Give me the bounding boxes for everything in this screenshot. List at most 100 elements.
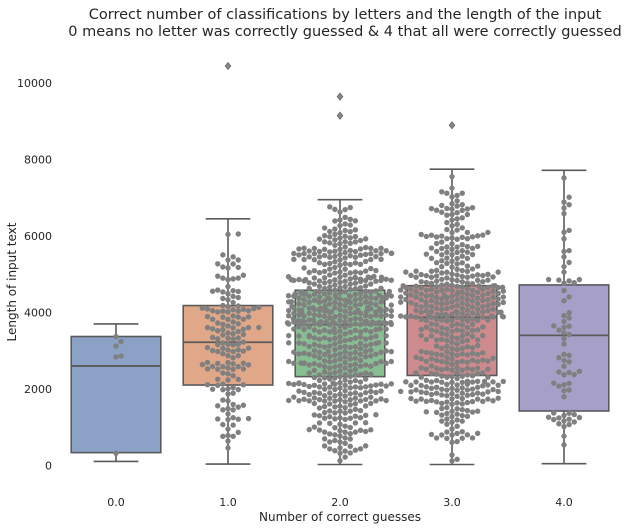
swarm-point: [316, 236, 323, 242]
swarm-point: [311, 389, 318, 396]
swarm-point: [474, 277, 481, 284]
swarm-point: [220, 381, 226, 387]
swarm-point: [556, 421, 562, 427]
swarm-point: [337, 333, 343, 340]
swarm-point: [566, 227, 572, 234]
swarm-point: [342, 314, 348, 320]
swarm-point: [286, 380, 292, 387]
swarm-point: [332, 375, 338, 381]
swarm-point: [332, 416, 338, 422]
swarm-point: [342, 308, 348, 314]
swarm-point: [337, 344, 343, 351]
swarm-point: [332, 248, 338, 254]
swarm-point: [561, 175, 567, 181]
swarm-point: [449, 229, 455, 236]
swarm-point: [423, 384, 430, 390]
swarm-point: [433, 267, 440, 274]
swarm-point: [418, 278, 424, 285]
swarm-point: [444, 249, 450, 255]
swarm-point: [311, 374, 318, 381]
swarm-point: [342, 429, 348, 435]
swarm-point: [428, 268, 435, 274]
swarm-point: [413, 289, 419, 295]
swarm-point: [342, 283, 348, 290]
swarm-point: [352, 233, 359, 240]
swarm-point: [439, 252, 445, 258]
swarm-point: [291, 394, 297, 400]
swarm-point: [449, 211, 455, 218]
swarm-point: [561, 269, 567, 275]
swarm-point: [332, 237, 338, 243]
swarm-point: [449, 385, 455, 392]
swarm-point: [464, 249, 471, 255]
swarm-point: [454, 266, 460, 273]
swarm-point: [215, 348, 221, 355]
swarm-point: [490, 274, 496, 280]
swarm-point: [444, 260, 450, 267]
swarm-point: [225, 347, 231, 353]
swarm-point: [306, 285, 312, 292]
swarm-point: [377, 326, 383, 332]
swarm-point: [373, 351, 379, 357]
swarm-point: [321, 225, 328, 231]
swarm-point: [332, 358, 338, 364]
swarm-point: [327, 260, 333, 267]
swarm-point: [418, 271, 424, 278]
swarm-point: [561, 388, 567, 394]
swarm-point: [388, 293, 394, 299]
swarm-point: [561, 330, 567, 336]
swarm-point: [383, 326, 389, 332]
swarm-point: [388, 308, 394, 314]
swarm-point: [362, 343, 369, 349]
swarm-point: [321, 375, 328, 381]
swarm-point: [342, 260, 348, 267]
swarm-point: [337, 323, 343, 329]
swarm-point: [342, 454, 348, 460]
swarm-point: [449, 408, 455, 414]
swarm-point: [375, 339, 382, 346]
swarm-point: [495, 296, 501, 302]
swarm-point: [474, 378, 481, 385]
swarm-point: [449, 322, 455, 329]
swarm-point: [306, 310, 312, 317]
swarm-point: [311, 275, 318, 281]
swarm-point: [454, 359, 460, 366]
swarm-point: [291, 310, 297, 317]
swarm-point: [357, 357, 364, 364]
swarm-point: [362, 293, 369, 300]
swarm-point: [490, 355, 496, 362]
swarm-point: [454, 302, 460, 309]
swarm-point: [337, 240, 343, 247]
swarm-point: [230, 414, 236, 421]
swarm-point: [454, 370, 460, 376]
swarm-point: [444, 318, 450, 324]
swarm-point: [352, 335, 359, 341]
swarm-point: [423, 349, 430, 356]
swarm-point: [408, 272, 414, 279]
swarm-point: [118, 353, 124, 359]
swarm-point: [454, 387, 460, 393]
swarm-point: [209, 307, 216, 314]
swarm-point: [449, 298, 455, 305]
swarm-point: [337, 445, 343, 451]
swarm-point: [235, 294, 241, 301]
swarm-point: [235, 264, 241, 271]
swarm-point: [423, 358, 430, 364]
swarm-point: [433, 384, 440, 391]
swarm-point: [230, 293, 236, 300]
swarm-point: [561, 210, 567, 217]
swarm-point: [209, 288, 216, 294]
swarm-point: [433, 390, 440, 396]
swarm-point: [373, 267, 379, 274]
swarm-point: [327, 272, 333, 278]
swarm-point: [298, 360, 304, 366]
swarm-point: [454, 346, 460, 353]
swarm-point: [220, 326, 226, 333]
swarm-point: [433, 316, 440, 323]
swarm-point: [459, 328, 465, 334]
swarm-point: [352, 280, 359, 286]
swarm-point: [442, 311, 449, 318]
swarm-point: [235, 416, 241, 422]
swarm-point: [352, 327, 359, 334]
swarm-point: [566, 194, 572, 200]
